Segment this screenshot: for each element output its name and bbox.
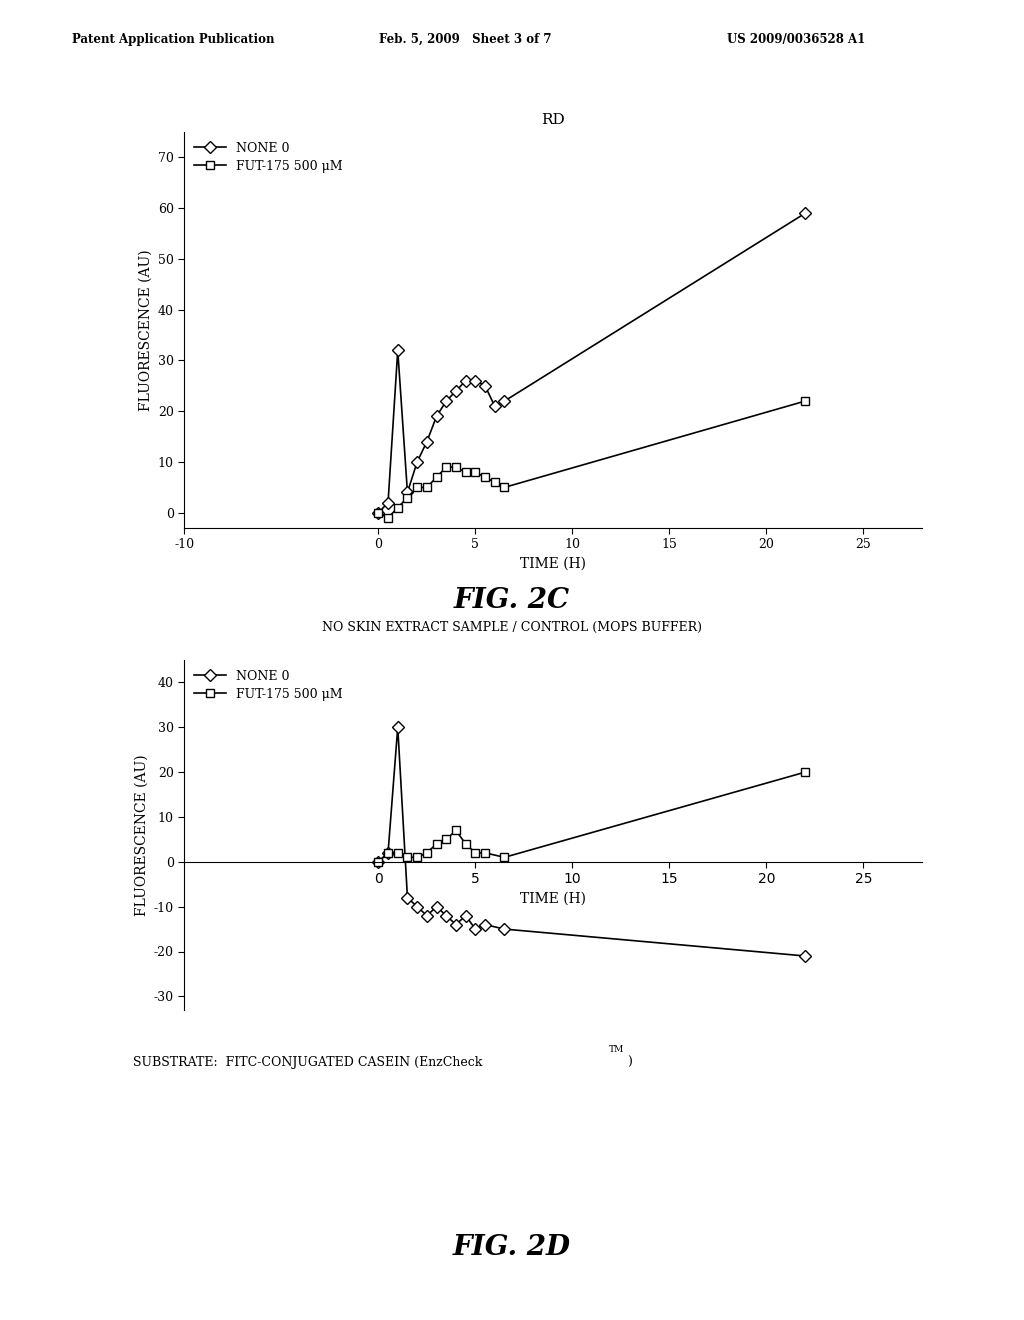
Legend: NONE 0, FUT-175 500 μM: NONE 0, FUT-175 500 μM bbox=[190, 667, 346, 705]
Title: RD: RD bbox=[541, 112, 565, 127]
X-axis label: TIME (H): TIME (H) bbox=[520, 557, 586, 572]
Y-axis label: FLUORESCENCE (AU): FLUORESCENCE (AU) bbox=[138, 249, 153, 411]
Text: TM: TM bbox=[609, 1045, 625, 1055]
Text: NO SKIN EXTRACT SAMPLE / CONTROL (MOPS BUFFER): NO SKIN EXTRACT SAMPLE / CONTROL (MOPS B… bbox=[322, 620, 702, 634]
Text: Feb. 5, 2009   Sheet 3 of 7: Feb. 5, 2009 Sheet 3 of 7 bbox=[379, 33, 551, 46]
Text: FIG. 2D: FIG. 2D bbox=[453, 1234, 571, 1261]
Legend: NONE 0, FUT-175 500 μM: NONE 0, FUT-175 500 μM bbox=[190, 139, 346, 177]
Text: FIG. 2C: FIG. 2C bbox=[454, 587, 570, 614]
Text: ): ) bbox=[627, 1056, 632, 1069]
Text: US 2009/0036528 A1: US 2009/0036528 A1 bbox=[727, 33, 865, 46]
X-axis label: TIME (H): TIME (H) bbox=[520, 892, 586, 906]
Text: Patent Application Publication: Patent Application Publication bbox=[72, 33, 274, 46]
Text: SUBSTRATE:  FITC-CONJUGATED CASEIN (EnzCheck: SUBSTRATE: FITC-CONJUGATED CASEIN (EnzCh… bbox=[133, 1056, 482, 1069]
Y-axis label: FLUORESCENCE (AU): FLUORESCENCE (AU) bbox=[134, 754, 148, 916]
